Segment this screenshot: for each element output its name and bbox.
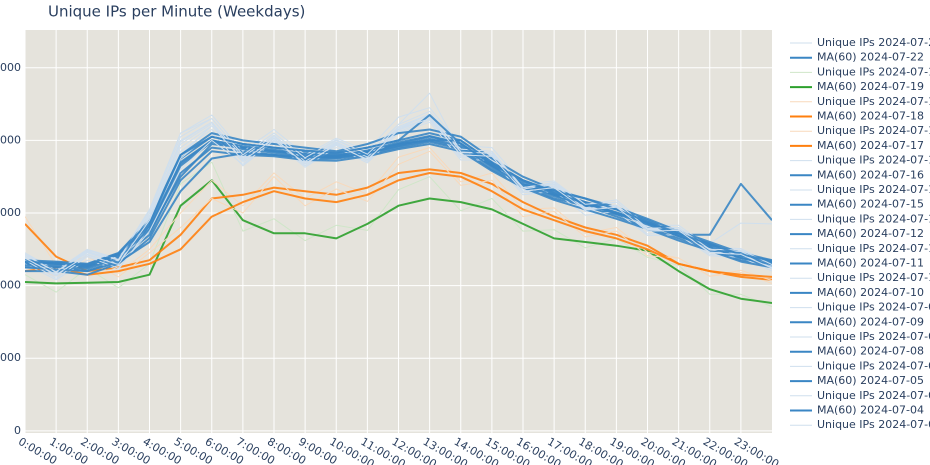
legend-label: MA(60) 2024-07-08 (817, 345, 924, 358)
legend-label: Unique IPs 2024-07-16 (817, 154, 930, 167)
series-line (25, 114, 772, 266)
legend-label: Unique IPs 2024-07-08 (817, 330, 930, 343)
legend-item[interactable]: MA(60) 2024-07-10 (790, 286, 924, 299)
y-tick-label: 0 (14, 424, 21, 437)
legend-item[interactable]: Unique IPs 2024-07-09 (790, 301, 930, 314)
legend-label: Unique IPs 2024-07-17 (817, 124, 930, 137)
y-tick-label: 1000 (0, 351, 21, 364)
legend-item[interactable]: MA(60) 2024-07-11 (790, 257, 924, 270)
legend-label: Unique IPs 2024-07-11 (817, 242, 930, 255)
legend-item[interactable]: MA(60) 2024-07-04 (790, 404, 924, 417)
legend-label: MA(60) 2024-07-19 (817, 80, 924, 93)
legend-label: Unique IPs 2024-07-12 (817, 212, 930, 225)
series-line (25, 92, 772, 273)
legend-item[interactable]: Unique IPs 2024-07-19 (790, 65, 930, 78)
series-line (25, 140, 772, 273)
legend-label: MA(60) 2024-07-05 (817, 374, 924, 387)
legend-item[interactable]: MA(60) 2024-07-22 (790, 51, 924, 64)
legend-item[interactable]: Unique IPs 2024-07-22 (790, 36, 930, 49)
legend-label: MA(60) 2024-07-12 (817, 227, 924, 240)
legend-item[interactable]: MA(60) 2024-07-09 (790, 315, 924, 328)
legend-item[interactable]: MA(60) 2024-07-15 (790, 198, 924, 211)
legend-item[interactable]: Unique IPs 2024-07-18 (790, 95, 930, 108)
series-line (25, 118, 772, 276)
legend-item[interactable]: Unique IPs 2024-07-04 (790, 389, 930, 402)
series-line (25, 113, 772, 273)
legend-item[interactable]: MA(60) 2024-07-05 (790, 374, 924, 387)
series-line (25, 147, 772, 284)
legend-item[interactable]: MA(60) 2024-07-16 (790, 168, 924, 181)
legend-item[interactable]: MA(60) 2024-07-12 (790, 227, 924, 240)
legend-item[interactable]: Unique IPs 2024-07-03 (790, 418, 930, 431)
series-line (25, 168, 772, 281)
y-tick-label: 2000 (0, 279, 21, 292)
legend-label: MA(60) 2024-07-15 (817, 198, 924, 211)
legend-item[interactable]: Unique IPs 2024-07-11 (790, 242, 930, 255)
legend-item[interactable]: Unique IPs 2024-07-16 (790, 154, 930, 167)
legend-item[interactable]: Unique IPs 2024-07-05 (790, 359, 930, 372)
legend-label: Unique IPs 2024-07-05 (817, 359, 930, 372)
legend-item[interactable]: MA(60) 2024-07-17 (790, 139, 924, 152)
legend-label: MA(60) 2024-07-22 (817, 51, 924, 64)
series-line (25, 114, 772, 273)
series-line (25, 139, 772, 273)
legend-item[interactable]: Unique IPs 2024-07-12 (790, 212, 930, 225)
legend-label: Unique IPs 2024-07-19 (817, 65, 930, 78)
legend-label: MA(60) 2024-07-04 (817, 404, 924, 417)
legend-item[interactable]: MA(60) 2024-07-19 (790, 80, 924, 93)
y-tick-label: 3000 (0, 206, 21, 219)
legend-item[interactable]: Unique IPs 2024-07-08 (790, 330, 930, 343)
chart-title: Unique IPs per Minute (Weekdays) (48, 3, 305, 21)
legend-label: MA(60) 2024-07-16 (817, 168, 924, 181)
legend-item[interactable]: Unique IPs 2024-07-10 (790, 271, 930, 284)
legend-item[interactable]: MA(60) 2024-07-18 (790, 110, 924, 123)
series-line (25, 150, 772, 281)
y-tick-label: 4000 (0, 133, 21, 146)
legend-label: Unique IPs 2024-07-15 (817, 183, 930, 196)
legend-label: MA(60) 2024-07-10 (817, 286, 924, 299)
series-line (25, 172, 772, 278)
legend-label: MA(60) 2024-07-09 (817, 315, 924, 328)
legend-label: MA(60) 2024-07-11 (817, 257, 924, 270)
legend-label: Unique IPs 2024-07-04 (817, 389, 930, 402)
legend-label: Unique IPs 2024-07-18 (817, 95, 930, 108)
legend-label: Unique IPs 2024-07-03 (817, 418, 930, 431)
legend-label: Unique IPs 2024-07-10 (817, 271, 930, 284)
legend-label: Unique IPs 2024-07-09 (817, 301, 930, 314)
legend-label: Unique IPs 2024-07-22 (817, 36, 930, 49)
legend-item[interactable]: MA(60) 2024-07-08 (790, 345, 924, 358)
legend-label: MA(60) 2024-07-18 (817, 110, 924, 123)
legend-label: MA(60) 2024-07-17 (817, 139, 924, 152)
series-line (25, 179, 772, 304)
legend-item[interactable]: Unique IPs 2024-07-17 (790, 124, 930, 137)
legend-item[interactable]: Unique IPs 2024-07-15 (790, 183, 930, 196)
y-tick-label: 5000 (0, 61, 21, 74)
